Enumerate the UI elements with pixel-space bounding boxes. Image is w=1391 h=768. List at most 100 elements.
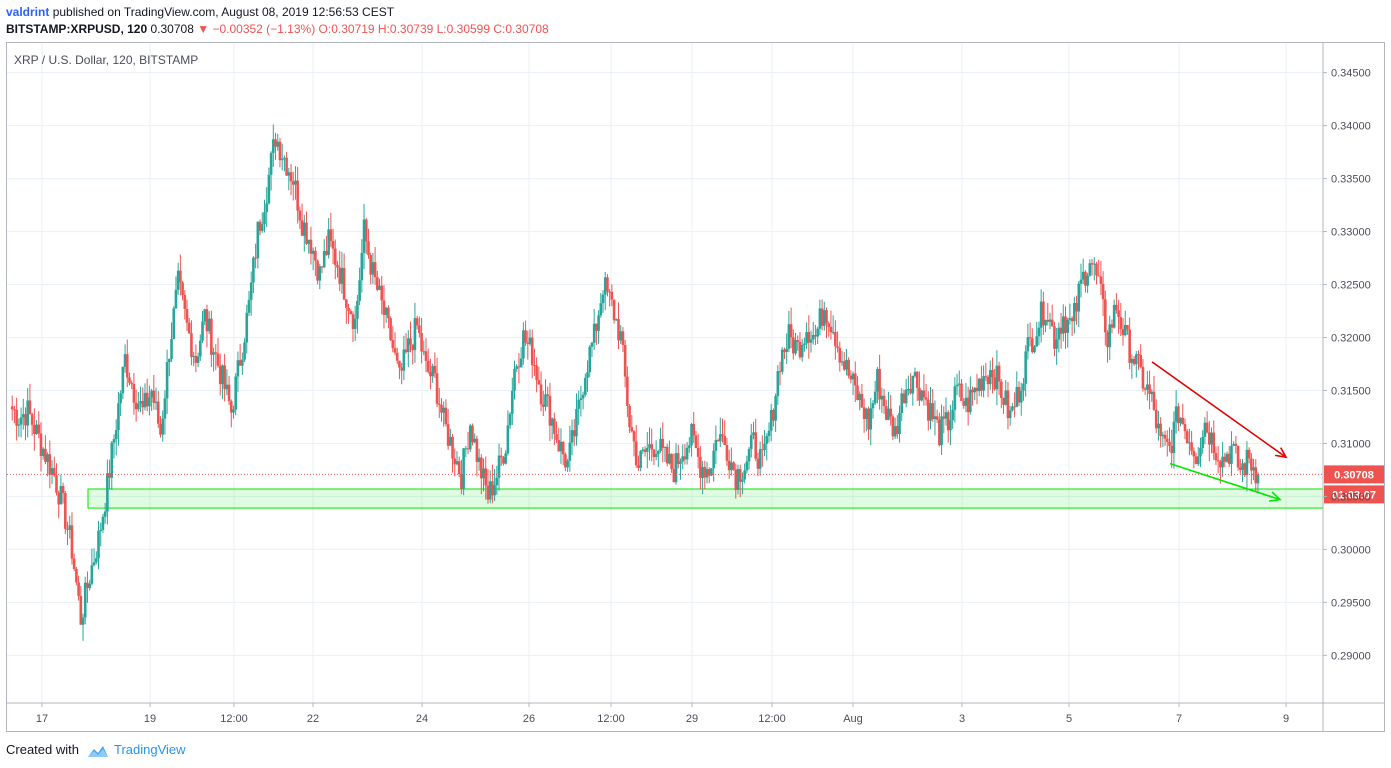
candle-down (637, 455, 640, 472)
candle-body (774, 396, 777, 421)
candle-body (457, 461, 461, 475)
candle-up (1079, 263, 1083, 298)
candle-up (280, 143, 284, 171)
publisher-name[interactable]: valdrint (6, 5, 50, 19)
candle-body (1061, 316, 1065, 334)
candle-down (351, 311, 355, 343)
candle-up (252, 256, 255, 294)
created-with-text: Created with (6, 742, 79, 757)
x-tick-label: 17 (36, 713, 48, 725)
candle-down (632, 430, 636, 457)
candle-down (1050, 304, 1054, 327)
candle-body (898, 413, 901, 435)
candle-body (1128, 329, 1131, 363)
candle-up (203, 308, 207, 326)
y-tick-label: 0.32500 (1331, 280, 1371, 292)
candle-up (50, 460, 54, 484)
candle-down (329, 212, 333, 248)
candle-down (446, 409, 450, 450)
candle-down (1181, 403, 1185, 425)
candle-down (882, 388, 886, 414)
candle-body (944, 412, 948, 419)
candle-down (836, 331, 839, 353)
candle-down (827, 321, 831, 337)
candle-body (163, 398, 167, 419)
candle-down (891, 414, 895, 440)
candle-body (856, 385, 859, 401)
tradingview-brand[interactable]: TradingView (114, 742, 186, 757)
candle-down (909, 373, 912, 395)
candle-up (504, 450, 507, 465)
candle-down (187, 318, 191, 335)
candle-body (1179, 417, 1182, 424)
candle-up (544, 379, 547, 412)
candle-body (986, 376, 990, 385)
candle-body (842, 361, 846, 370)
candle-up (493, 469, 496, 501)
candle-down (491, 464, 494, 504)
x-tick-label: 24 (416, 713, 428, 725)
candle-up (1066, 317, 1070, 348)
candle-body (389, 318, 392, 341)
candle-down (1059, 312, 1063, 349)
candle-body (154, 401, 158, 403)
candle-up (811, 321, 815, 345)
candle-body (1212, 432, 1216, 454)
candle-body (1250, 458, 1253, 471)
candle-down (1223, 452, 1227, 468)
candle-up (46, 452, 49, 477)
candle-down (216, 337, 220, 368)
candle-body (827, 323, 831, 327)
candle-body (482, 468, 485, 479)
candle-down (210, 310, 213, 368)
candle-down (1177, 403, 1180, 431)
candle-up (327, 218, 330, 259)
candle-body (70, 525, 74, 559)
candle-body (92, 562, 96, 566)
candle-up (763, 430, 766, 457)
candle-up (212, 347, 215, 372)
candle-up (121, 366, 125, 400)
candle-body (783, 349, 786, 352)
candle-up (1022, 377, 1025, 401)
candle-body (263, 212, 266, 225)
candle-down (309, 226, 313, 265)
candle-body (274, 139, 277, 147)
candle-body (659, 438, 662, 452)
candle-up (176, 262, 180, 295)
y-tick-label: 0.29500 (1331, 597, 1371, 609)
candle-down (725, 437, 729, 467)
candle-up (1024, 345, 1027, 397)
candle-up (1201, 430, 1204, 454)
candle-body (464, 448, 468, 450)
candle-body (676, 453, 680, 464)
candle-up (679, 458, 682, 480)
candle-body (712, 450, 715, 469)
candle-down (561, 441, 565, 466)
candle-down (305, 211, 308, 246)
candle-down (1205, 411, 1209, 434)
candle-body (94, 558, 98, 563)
candle-body (1035, 336, 1039, 347)
candle-up (597, 310, 600, 344)
candle-up (1057, 322, 1061, 353)
candle-body (553, 418, 556, 435)
candle-body (347, 307, 350, 312)
candle-down (626, 366, 629, 418)
candle-up (599, 293, 603, 318)
candle-down (426, 348, 430, 374)
candle-body (46, 454, 49, 462)
candle-body (1117, 310, 1120, 317)
candle-body (143, 392, 147, 408)
candle-body (1000, 381, 1003, 398)
candle-down (643, 446, 647, 457)
candle-up (265, 187, 268, 228)
candle-body (1022, 383, 1025, 391)
candle-up (422, 340, 426, 356)
candle-up (579, 385, 583, 417)
candle-body (891, 416, 895, 437)
candle-body (236, 360, 240, 377)
candle-up (787, 310, 791, 353)
candle-down (621, 327, 625, 353)
